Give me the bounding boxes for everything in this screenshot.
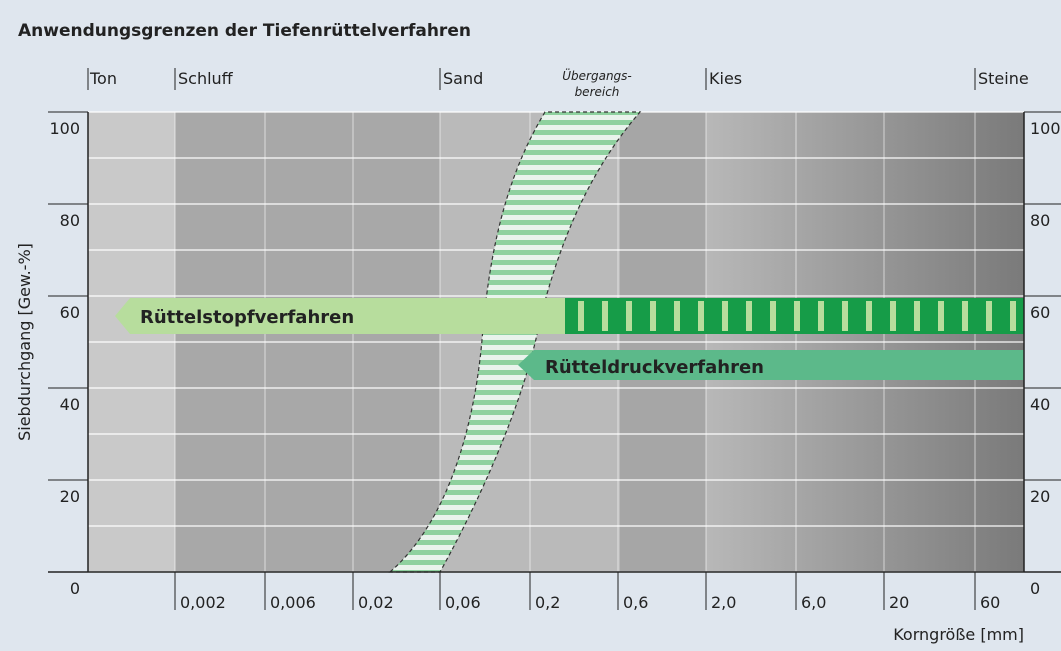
stripe [746,301,752,331]
y-axis-label: Siebdurchgang [Gew.-%] [15,243,34,441]
x-tick-label: 0,6 [623,593,648,612]
stripe [650,301,656,331]
stripe [986,301,992,331]
stripe [674,301,680,331]
method-arrow-1 [115,298,565,334]
stripe [890,301,896,331]
method-label: Rüttelstopfverfahren [140,307,354,328]
stripe [818,301,824,331]
stripe [938,301,944,331]
stripe [866,301,872,331]
x-tick-label: 0,2 [535,593,560,612]
zone-label: Ton [89,69,117,88]
stripe [578,301,584,331]
method-label: Rütteldruckverfahren [545,357,764,378]
y-tick-label: 60 [60,303,80,322]
zone-label: Sand [443,69,483,88]
y-tick-label: 40 [60,395,80,414]
y-tick-label: 0 [1030,579,1040,598]
stripe-pattern [578,301,1016,331]
x-tick-label: 0,02 [358,593,394,612]
y-tick-label: 100 [1030,119,1061,138]
stripe [626,301,632,331]
x-tick-label: 6,0 [801,593,826,612]
x-tick-label: 2,0 [711,593,736,612]
x-tick-label: 0,006 [270,593,316,612]
method-arrow-2 [518,350,1024,380]
y-tick-label: 20 [1030,487,1050,506]
x-tick-label: 0,002 [180,593,226,612]
stripe [722,301,728,331]
y-tick-label: 0 [70,579,80,598]
transition-label: bereich [575,85,620,99]
stripe [1010,301,1016,331]
title: Anwendungsgrenzen der Tiefenrüttelverfah… [18,21,471,41]
x-tick-label: 60 [980,593,1000,612]
x-axis-label: Korngröße [mm] [893,625,1024,644]
x-tick-label: 0,06 [445,593,481,612]
transition-zone [388,111,642,573]
stripe [698,301,704,331]
x-tick-label: 20 [889,593,909,612]
y-tick-label: 100 [49,119,80,138]
zone-label: Steine [978,69,1029,88]
stripe [770,301,776,331]
transition-label: Übergangs- [562,67,632,83]
y-tick-label: 60 [1030,303,1050,322]
y-tick-label: 80 [60,211,80,230]
stripe [842,301,848,331]
stripe [962,301,968,331]
y-tick-label: 80 [1030,211,1050,230]
zone-label: Kies [709,69,742,88]
zone-label: Schluff [178,69,234,88]
stripe [794,301,800,331]
stripe [914,301,920,331]
y-tick-label: 40 [1030,395,1050,414]
y-tick-label: 20 [60,487,80,506]
stripe [602,301,608,331]
